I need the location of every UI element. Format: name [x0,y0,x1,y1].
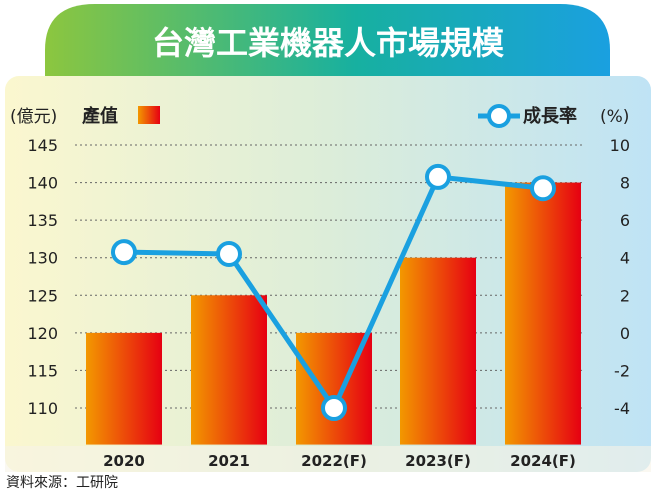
right-tick-label: 8 [620,174,630,193]
source-note: 資料來源：工研院 [6,475,118,491]
left-axis-label: (億元) [10,107,57,127]
x-axis-band [5,446,651,472]
right-tick-label: 4 [620,249,630,268]
left-tick-label: 110 [27,399,58,418]
left-tick-label: 135 [27,211,58,230]
bar-2020 [86,332,162,445]
x-tick-label: 2023(F) [405,452,471,470]
legend-bar-swatch [138,106,160,124]
growth-point-2022(F) [321,395,347,421]
x-tick-label: 2022(F) [301,452,367,470]
right-tick-label: -2 [614,361,630,380]
chart-title: 台灣工業機器人市場規模 [152,24,504,62]
left-tick-label: 130 [27,249,58,268]
bar-2021 [191,295,267,445]
left-tick-label: 140 [27,174,58,193]
left-tick-label: 125 [27,286,58,305]
title-banner [45,4,610,76]
legend-line-marker [487,104,511,128]
x-tick-label: 2021 [208,452,250,470]
left-tick-label: 145 [27,136,58,155]
right-tick-label: 2 [620,286,630,305]
growth-point-2024(F) [530,175,556,202]
growth-point-2020 [111,239,137,266]
right-axis-label: (%) [600,107,629,127]
legend-bar-label: 產值 [82,105,118,127]
left-tick-label: 120 [27,324,58,343]
x-tick-label: 2024(F) [510,452,576,470]
right-tick-label: -4 [614,399,630,418]
bar-2024(F) [505,182,581,445]
right-tick-label: 10 [610,136,630,155]
legend-line-label: 成長率 [523,105,577,127]
right-tick-label: 6 [620,211,630,230]
x-tick-label: 2020 [103,452,145,470]
chart-panel [5,76,651,472]
growth-point-2021 [216,240,242,267]
right-tick-label: 0 [620,324,630,343]
growth-point-2023(F) [425,163,451,190]
left-tick-label: 115 [27,361,58,380]
bar-2023(F) [400,257,476,445]
